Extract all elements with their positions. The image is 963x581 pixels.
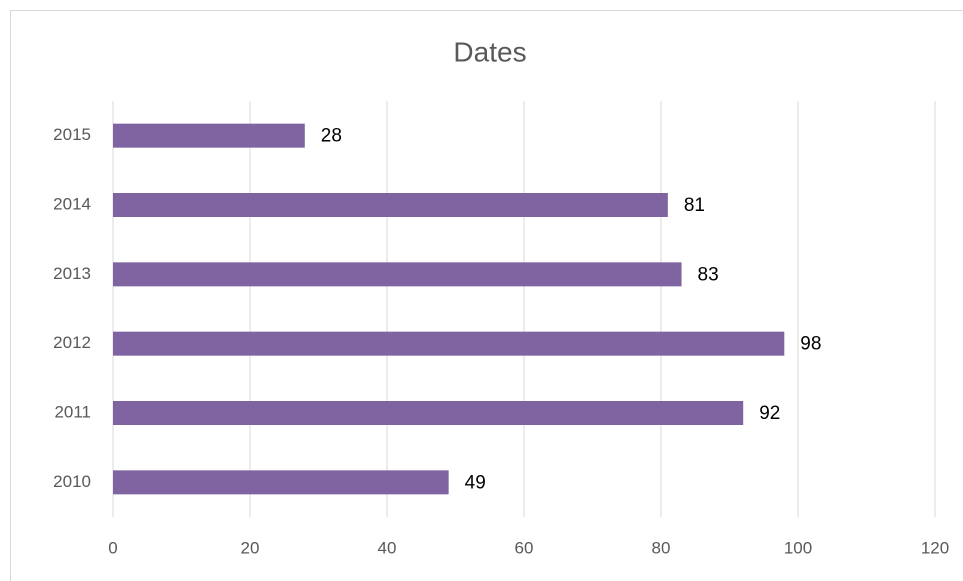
bar bbox=[113, 123, 305, 148]
data-label: 49 bbox=[465, 472, 486, 493]
data-label: 98 bbox=[800, 334, 821, 355]
y-tick-label: 2010 bbox=[53, 472, 91, 491]
x-tick-label: 60 bbox=[515, 538, 534, 557]
bar bbox=[113, 331, 785, 356]
y-tick-label: 2015 bbox=[53, 125, 91, 144]
data-label: 28 bbox=[321, 126, 342, 147]
bar bbox=[113, 262, 682, 287]
data-label: 83 bbox=[698, 264, 719, 285]
x-tick-label: 100 bbox=[784, 538, 812, 557]
y-tick-label: 2012 bbox=[53, 333, 91, 352]
chart-title: Dates bbox=[453, 36, 526, 67]
x-tick-label: 0 bbox=[108, 538, 117, 557]
y-tick-label: 2014 bbox=[53, 194, 91, 213]
bar bbox=[113, 401, 744, 425]
bar bbox=[113, 193, 668, 217]
x-tick-label: 80 bbox=[652, 538, 671, 557]
data-label: 81 bbox=[684, 195, 705, 216]
x-tick-label: 120 bbox=[921, 538, 949, 557]
bar bbox=[113, 470, 449, 495]
data-label: 92 bbox=[759, 403, 780, 424]
y-tick-label: 2013 bbox=[53, 264, 91, 283]
chart-border bbox=[10, 10, 963, 581]
x-tick-label: 40 bbox=[378, 538, 397, 557]
x-tick-label: 20 bbox=[241, 538, 260, 557]
y-tick-label: 2011 bbox=[54, 402, 91, 421]
